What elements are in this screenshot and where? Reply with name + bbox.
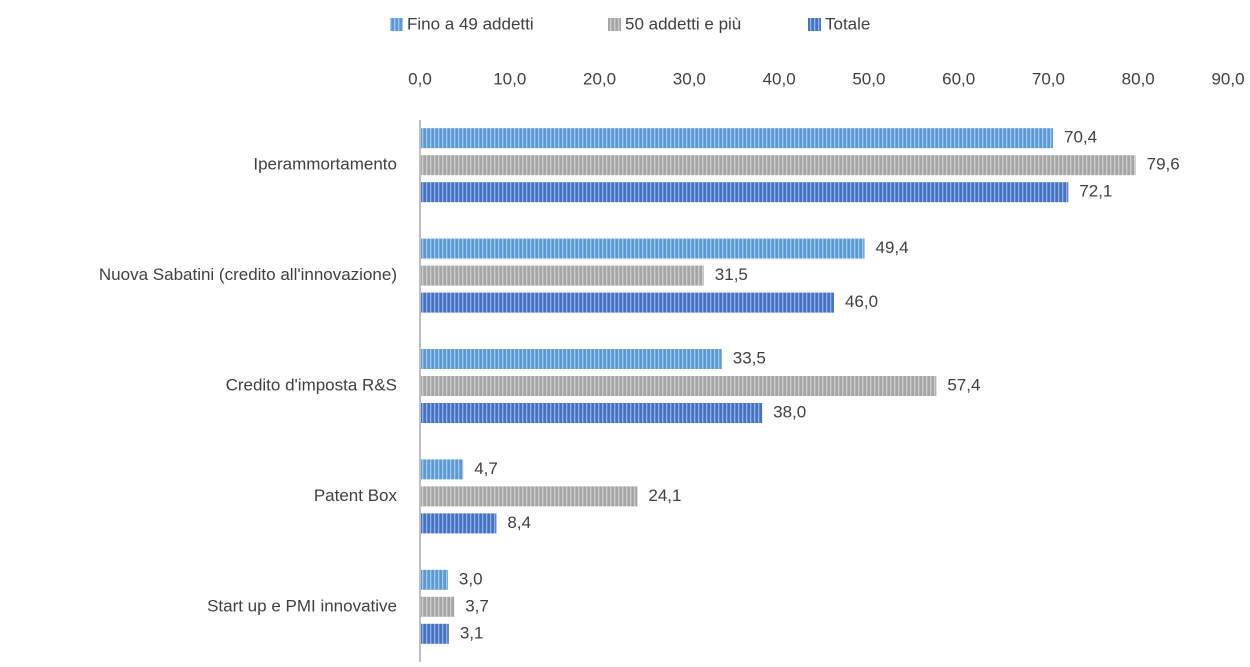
- bar: [421, 596, 455, 617]
- value-label: 3,1: [460, 623, 484, 642]
- x-tick-label: 90,0: [1211, 69, 1244, 88]
- y-tick-label: Patent Box: [314, 486, 398, 505]
- y-tick-label: Nuova Sabatini (credito all'innovazione): [99, 265, 397, 284]
- bar: [421, 349, 722, 369]
- x-tick-label: 80,0: [1122, 69, 1155, 88]
- value-label: 24,1: [648, 486, 681, 505]
- bar: [421, 155, 1136, 176]
- bar: [421, 292, 834, 313]
- y-tick-label: Start up e PMI innovative: [207, 596, 397, 615]
- value-label: 31,5: [715, 265, 748, 284]
- x-tick-label: 70,0: [1032, 69, 1065, 88]
- legend-label: Totale: [825, 14, 870, 33]
- value-label: 33,5: [733, 348, 766, 367]
- y-tick-label: Credito d'imposta R&S: [226, 375, 397, 394]
- value-label: 4,7: [474, 459, 498, 478]
- bar: [421, 486, 638, 507]
- value-label: 8,4: [507, 513, 531, 532]
- value-label: 49,4: [876, 238, 909, 257]
- legend-label: Fino a 49 addetti: [407, 14, 534, 33]
- bar: [421, 513, 497, 534]
- legend-swatch: [390, 18, 403, 31]
- x-tick-label: 10,0: [493, 69, 526, 88]
- bar: [421, 238, 865, 259]
- bar: [421, 265, 704, 286]
- legend-swatch: [808, 18, 821, 31]
- legend-swatch: [608, 18, 621, 31]
- value-label: 46,0: [845, 292, 878, 311]
- x-tick-label: 0,0: [408, 69, 432, 88]
- bar: [421, 128, 1054, 149]
- legend-label: 50 addetti e più: [625, 14, 741, 33]
- bar: [421, 569, 448, 590]
- bar: [421, 182, 1069, 203]
- value-label: 3,7: [465, 596, 489, 615]
- value-label: 3,0: [459, 569, 483, 588]
- y-tick-label: Iperammortamento: [253, 155, 397, 174]
- value-label: 38,0: [773, 402, 806, 421]
- x-tick-label: 40,0: [763, 69, 796, 88]
- x-tick-label: 30,0: [673, 69, 706, 88]
- value-label: 57,4: [947, 375, 980, 394]
- bar: [421, 459, 464, 480]
- bar: [421, 623, 449, 644]
- bar: [421, 376, 937, 396]
- bar: [421, 403, 763, 423]
- value-label: 72,1: [1079, 182, 1112, 201]
- x-tick-label: 20,0: [583, 69, 616, 88]
- value-label: 70,4: [1064, 128, 1097, 147]
- value-label: 79,6: [1147, 155, 1180, 174]
- x-tick-label: 60,0: [942, 69, 975, 88]
- x-tick-label: 50,0: [852, 69, 885, 88]
